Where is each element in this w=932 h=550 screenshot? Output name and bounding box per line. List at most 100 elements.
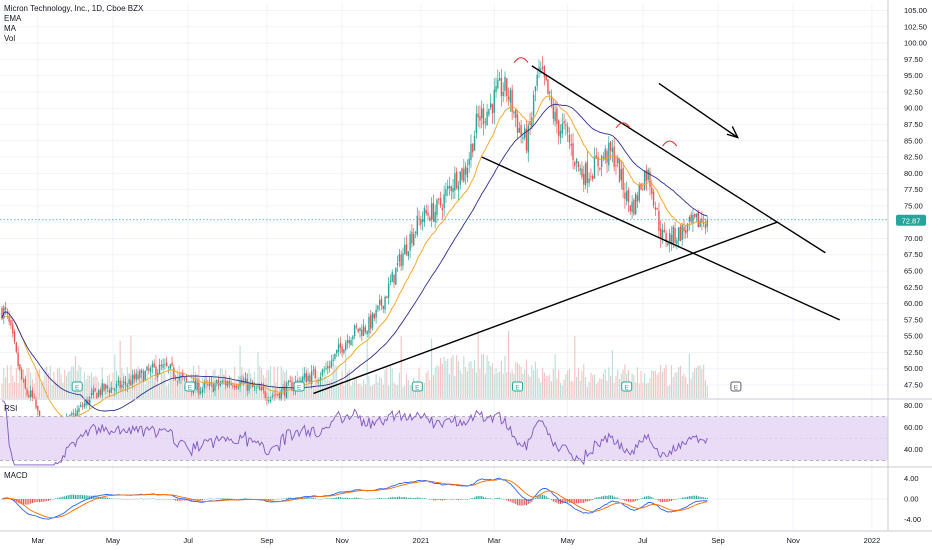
- volume-bar: [345, 343, 347, 398]
- macd-histogram-bar: [348, 497, 350, 499]
- channel-lower-line[interactable]: [481, 156, 841, 321]
- candle-body: [509, 90, 512, 103]
- top-marker-arc: [615, 122, 631, 129]
- candle-body: [296, 380, 299, 382]
- earnings-marker[interactable]: E: [621, 381, 633, 392]
- volume-bar: [3, 367, 5, 398]
- volume-bar: [287, 386, 289, 398]
- candle-body: [697, 212, 700, 228]
- volume-bar: [690, 378, 692, 398]
- volume-bar: [497, 372, 499, 398]
- volume-bar: [572, 381, 574, 398]
- rsi-pane: [0, 400, 888, 466]
- candle-body: [119, 380, 121, 389]
- earnings-marker[interactable]: E: [512, 381, 524, 392]
- volume-bar: [529, 376, 531, 398]
- macd-histogram-bar: [355, 497, 357, 499]
- time-axis-label: 2022: [864, 536, 881, 545]
- macd-label[interactable]: MACD: [4, 471, 28, 480]
- earnings-marker[interactable]: E: [184, 381, 196, 392]
- macd-histogram-bar: [411, 497, 413, 499]
- macd-histogram-bar: [180, 499, 182, 501]
- macd-histogram-bar: [601, 496, 603, 499]
- earnings-marker[interactable]: E: [730, 381, 742, 392]
- macd-histogram-bar: [382, 498, 384, 499]
- candle-body: [13, 331, 16, 342]
- volume-bar: [405, 374, 408, 398]
- volume-bar: [583, 364, 585, 398]
- volume-bar: [397, 385, 399, 398]
- volume-bar: [62, 382, 64, 398]
- macd-histogram-bar: [502, 499, 504, 500]
- volume-bar: [314, 366, 316, 398]
- candle-body: [393, 274, 395, 284]
- volume-bar: [563, 379, 565, 398]
- volume-bar: [264, 377, 266, 398]
- candle-body: [348, 340, 350, 344]
- macd-histogram-bar: [296, 497, 298, 499]
- rsi-label[interactable]: RSI: [4, 404, 18, 413]
- time-axis-label: Nov: [787, 536, 801, 545]
- volume-bar: [21, 378, 23, 398]
- candle-body: [495, 86, 497, 92]
- earnings-marker[interactable]: E: [411, 381, 423, 392]
- candle-body: [353, 325, 356, 337]
- candle-body: [688, 216, 691, 222]
- volume-bar: [380, 378, 383, 398]
- candle-body: [153, 363, 155, 368]
- volume-bar: [586, 386, 588, 398]
- earnings-marker[interactable]: E: [293, 381, 305, 392]
- volume-bar: [565, 374, 567, 398]
- macd-histogram-bar: [404, 496, 406, 499]
- candle-body: [599, 167, 601, 170]
- candle-body: [124, 381, 127, 385]
- macd-histogram-bar: [332, 497, 334, 499]
- candle-body: [344, 342, 347, 351]
- candle-body: [396, 263, 399, 266]
- candle-body: [447, 186, 449, 190]
- channel-upper-line[interactable]: [531, 65, 826, 254]
- volume-bar: [542, 367, 544, 398]
- last-price-badge: 72.87: [896, 214, 926, 226]
- macd-histogram-bar: [482, 496, 485, 499]
- candle-body: [10, 320, 12, 326]
- macd-histogram-bar: [60, 497, 62, 499]
- candle-body: [699, 220, 701, 228]
- candle-body: [624, 192, 626, 199]
- volume-bar: [660, 364, 662, 398]
- legend-vol[interactable]: Vol: [4, 34, 16, 43]
- macd-histogram-bar: [58, 497, 60, 499]
- time-axis-label: Sep: [260, 536, 273, 545]
- support-trendline[interactable]: [313, 221, 778, 395]
- candle-body: [389, 281, 392, 283]
- candle-body: [1, 307, 3, 319]
- macd-histogram-bar: [667, 499, 669, 503]
- volume-bar: [595, 383, 597, 398]
- legend-ema[interactable]: EMA: [4, 14, 22, 23]
- volume-bar: [665, 364, 667, 398]
- top-marker-arc: [513, 57, 529, 64]
- price-tick-label: 47.50: [904, 380, 923, 389]
- macd-histogram-bar: [570, 499, 572, 503]
- macd-histogram-bar: [398, 496, 400, 499]
- candle-body: [626, 190, 628, 201]
- candle-body: [629, 205, 631, 211]
- volume-bar: [642, 382, 644, 398]
- macd-histogram-bar: [357, 497, 359, 499]
- legend-ma[interactable]: MA: [4, 24, 16, 33]
- candle-body: [661, 229, 664, 238]
- macd-histogram-bar: [465, 499, 467, 500]
- volume-bar: [395, 384, 397, 398]
- volume-bar: [133, 372, 136, 398]
- candle-body: [538, 67, 540, 71]
- trendline-annotations[interactable]: [313, 57, 841, 395]
- volume-bar: [604, 368, 606, 398]
- candle-body: [72, 412, 75, 414]
- candle-body: [108, 389, 111, 393]
- direction-arrow[interactable]: [658, 82, 739, 139]
- earnings-marker[interactable]: E: [71, 381, 83, 392]
- candle-body: [570, 143, 572, 146]
- symbol-title[interactable]: Micron Technology, Inc., 1D, Cboe BZX: [4, 4, 144, 13]
